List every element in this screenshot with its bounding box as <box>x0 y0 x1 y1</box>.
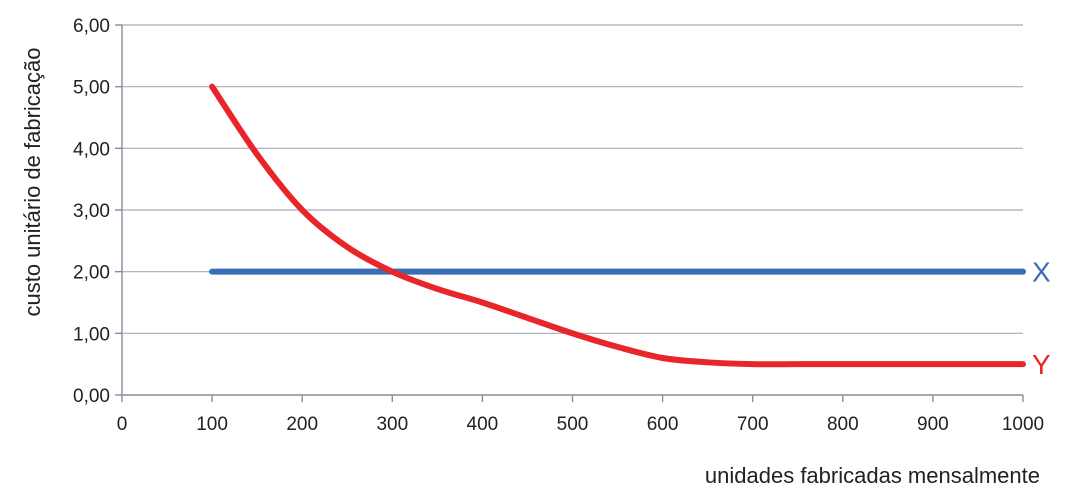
x-tick-label: 700 <box>737 414 769 435</box>
x-tick-label: 600 <box>647 414 679 435</box>
series-label-y: Y <box>1032 349 1051 380</box>
y-tick-label: 3,00 <box>73 201 110 222</box>
x-tick-label: 800 <box>827 414 859 435</box>
x-tick-label: 500 <box>557 414 589 435</box>
y-tick-label: 4,00 <box>73 139 110 160</box>
x-tick-labels: 0 100 200 300 400 500 600 700 800 900 1000 <box>117 414 1044 435</box>
x-tick-label: 300 <box>376 414 408 435</box>
axes <box>115 24 1024 402</box>
y-tick-label: 5,00 <box>73 78 110 99</box>
x-tick-label: 1000 <box>1002 414 1044 435</box>
series-labels: XY <box>1032 257 1051 381</box>
y-tick-label: 1,00 <box>73 324 110 345</box>
x-axis-title: unidades fabricadas mensalmente <box>705 463 1040 488</box>
grid-lines <box>122 24 1023 334</box>
y-tick-label: 0,00 <box>73 386 110 407</box>
x-tick-label: 100 <box>196 414 228 435</box>
y-tick-label: 6,00 <box>73 16 110 37</box>
series-line-y <box>209 83 1026 368</box>
x-tick-label: 200 <box>286 414 318 435</box>
series-lines <box>209 83 1026 368</box>
x-tick-label: 400 <box>467 414 499 435</box>
y-tick-label: 2,00 <box>73 263 110 284</box>
series-label-x: X <box>1032 257 1051 288</box>
y-axis-title: custo unitário de fabricação <box>20 47 45 316</box>
y-tick-labels: 0,00 1,00 2,00 3,00 4,00 5,00 6,00 <box>73 16 110 407</box>
x-tick-label: 900 <box>917 414 949 435</box>
x-tick-label: 0 <box>117 414 128 435</box>
